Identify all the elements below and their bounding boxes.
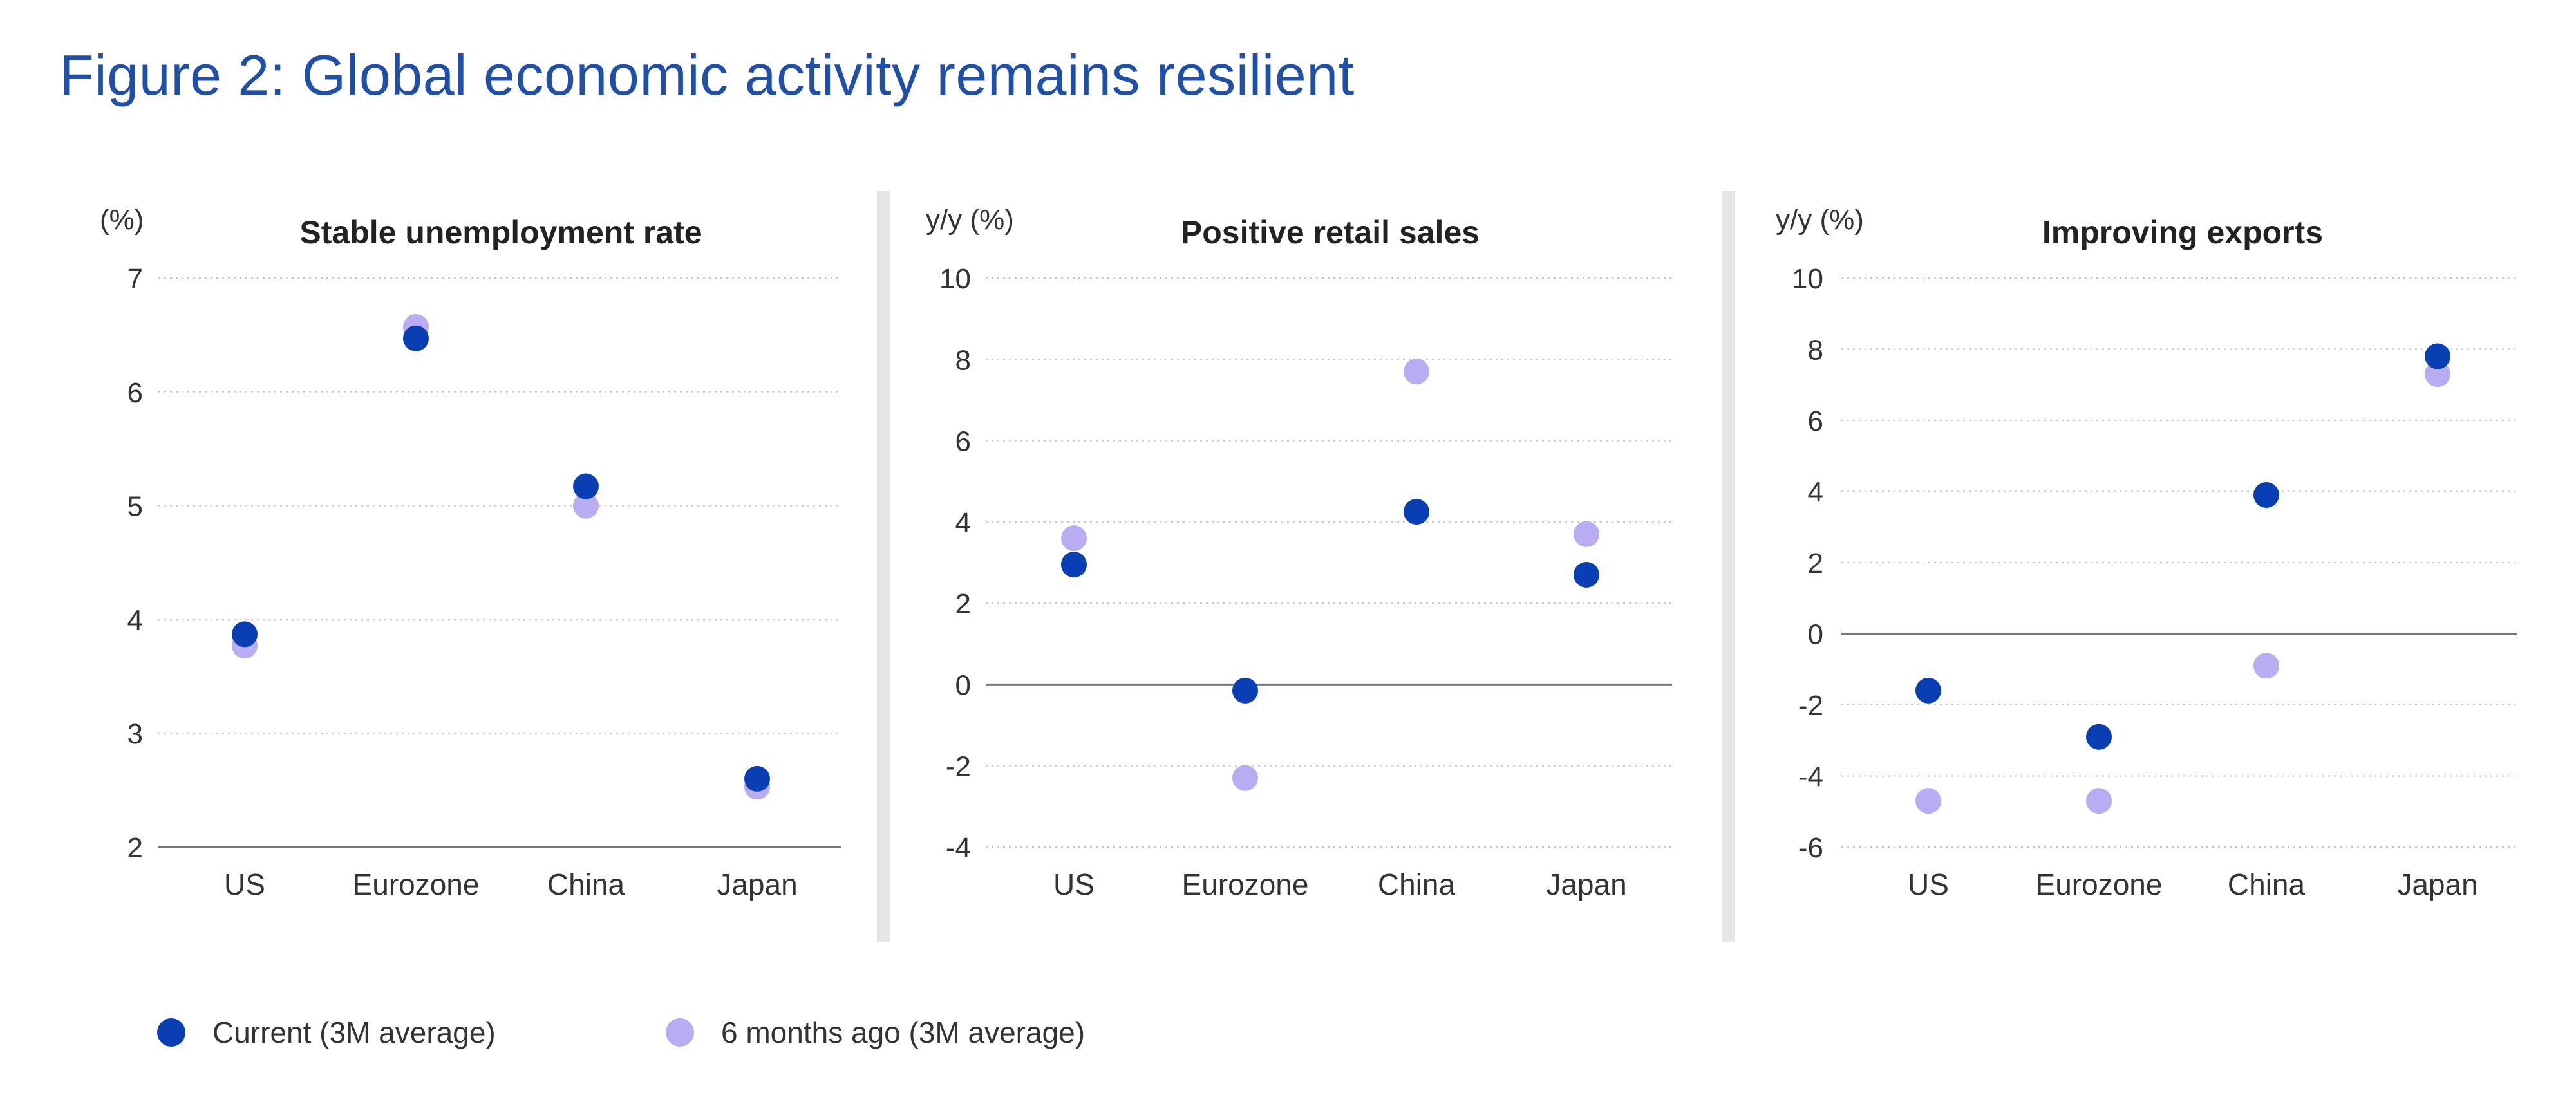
y-tick-label: 2 [955,588,971,620]
data-point-previous [2425,361,2450,387]
data-point-current [1061,552,1087,578]
y-axis-label: y/y (%) [1776,204,1864,236]
x-tick-label: China [547,868,625,901]
panel-divider-1 [877,191,890,942]
y-tick-label: 7 [127,263,143,295]
legend-marker-current [157,1018,185,1047]
x-tick-label: US [224,868,265,901]
y-tick-label: 2 [127,832,143,864]
data-point-current [232,621,258,648]
y-tick-label: -4 [946,832,971,864]
y-tick-label: 4 [127,604,143,636]
y-tick-label: -2 [1798,690,1823,722]
y-tick-label: 3 [127,718,143,750]
data-point-previous [1915,788,1941,814]
data-point-previous [2253,653,2279,679]
y-tick-label: 6 [127,377,143,409]
chart-title: Positive retail sales [1181,214,1480,250]
data-point-previous [573,492,599,519]
y-tick-label: 10 [1792,263,1823,295]
y-axis-label: y/y (%) [926,204,1014,236]
y-tick-label: 0 [1808,619,1823,651]
y-tick-label: 8 [955,344,971,376]
chart-panel-3: Improving exports y/y (%) -6 -4 -2 0 2 4 6 8 10 US E… [1776,204,2517,901]
chart-title: Improving exports [2042,214,2323,250]
x-tick-label: Japan [2397,868,2477,901]
legend-label-previous: 6 months ago (3M average) [721,1016,1086,1049]
chart-panel-2: Positive retail sales y/y (%) -4 -2 0 2 4 6 8 10 U… [926,204,1672,901]
data-point-current [1574,561,1599,588]
panel-divider-2 [1722,191,1735,942]
y-tick-label: 4 [1808,477,1823,509]
data-point-current [2086,723,2112,750]
data-point-current [744,765,770,792]
y-tick-label: -2 [946,751,971,783]
y-tick-label: 10 [939,263,971,295]
y-tick-label: 0 [955,669,971,701]
data-point-current [2425,343,2450,369]
y-tick-label: 6 [1808,406,1823,437]
x-tick-label: US [1053,868,1095,901]
data-point-current [1915,677,1941,704]
x-tick-label: Eurozone [1182,868,1309,901]
y-tick-label: 8 [1808,335,1823,366]
legend-marker-previous [666,1018,694,1047]
y-tick-label: 5 [127,491,143,523]
data-point-current [573,473,599,499]
y-tick-label: -4 [1798,761,1823,793]
x-tick-label: Eurozone [2036,868,2163,901]
y-tick-label: 2 [1808,548,1823,579]
x-tick-label: Eurozone [353,868,480,901]
y-axis-label: (%) [100,204,144,236]
data-point-previous [1061,525,1087,552]
data-point-current [403,325,429,351]
x-tick-label: China [2228,868,2306,901]
x-tick-label: US [1908,868,1949,901]
data-point-previous [2086,788,2112,814]
figure-title: Figure 2: Global economic activity remai… [59,43,1355,107]
data-point-current [1404,499,1429,525]
x-tick-label: Japan [717,868,797,901]
y-tick-label: -6 [1798,832,1823,864]
y-tick-label: 6 [955,426,971,458]
data-point-previous [1404,359,1429,385]
data-point-previous [1574,521,1599,547]
data-point-current [2253,482,2279,509]
y-tick-label: 4 [955,507,971,539]
x-tick-label: China [1378,868,1456,901]
x-tick-label: Japan [1546,868,1626,901]
chart-title: Stable unemployment rate [299,214,702,250]
data-point-current [1232,677,1258,704]
legend-label-current: Current (3M average) [212,1016,496,1049]
data-point-previous [1232,765,1258,791]
chart-panel-1: Stable unemployment rate (%) 2 3 4 5 6 7 US Euroz… [100,204,841,901]
